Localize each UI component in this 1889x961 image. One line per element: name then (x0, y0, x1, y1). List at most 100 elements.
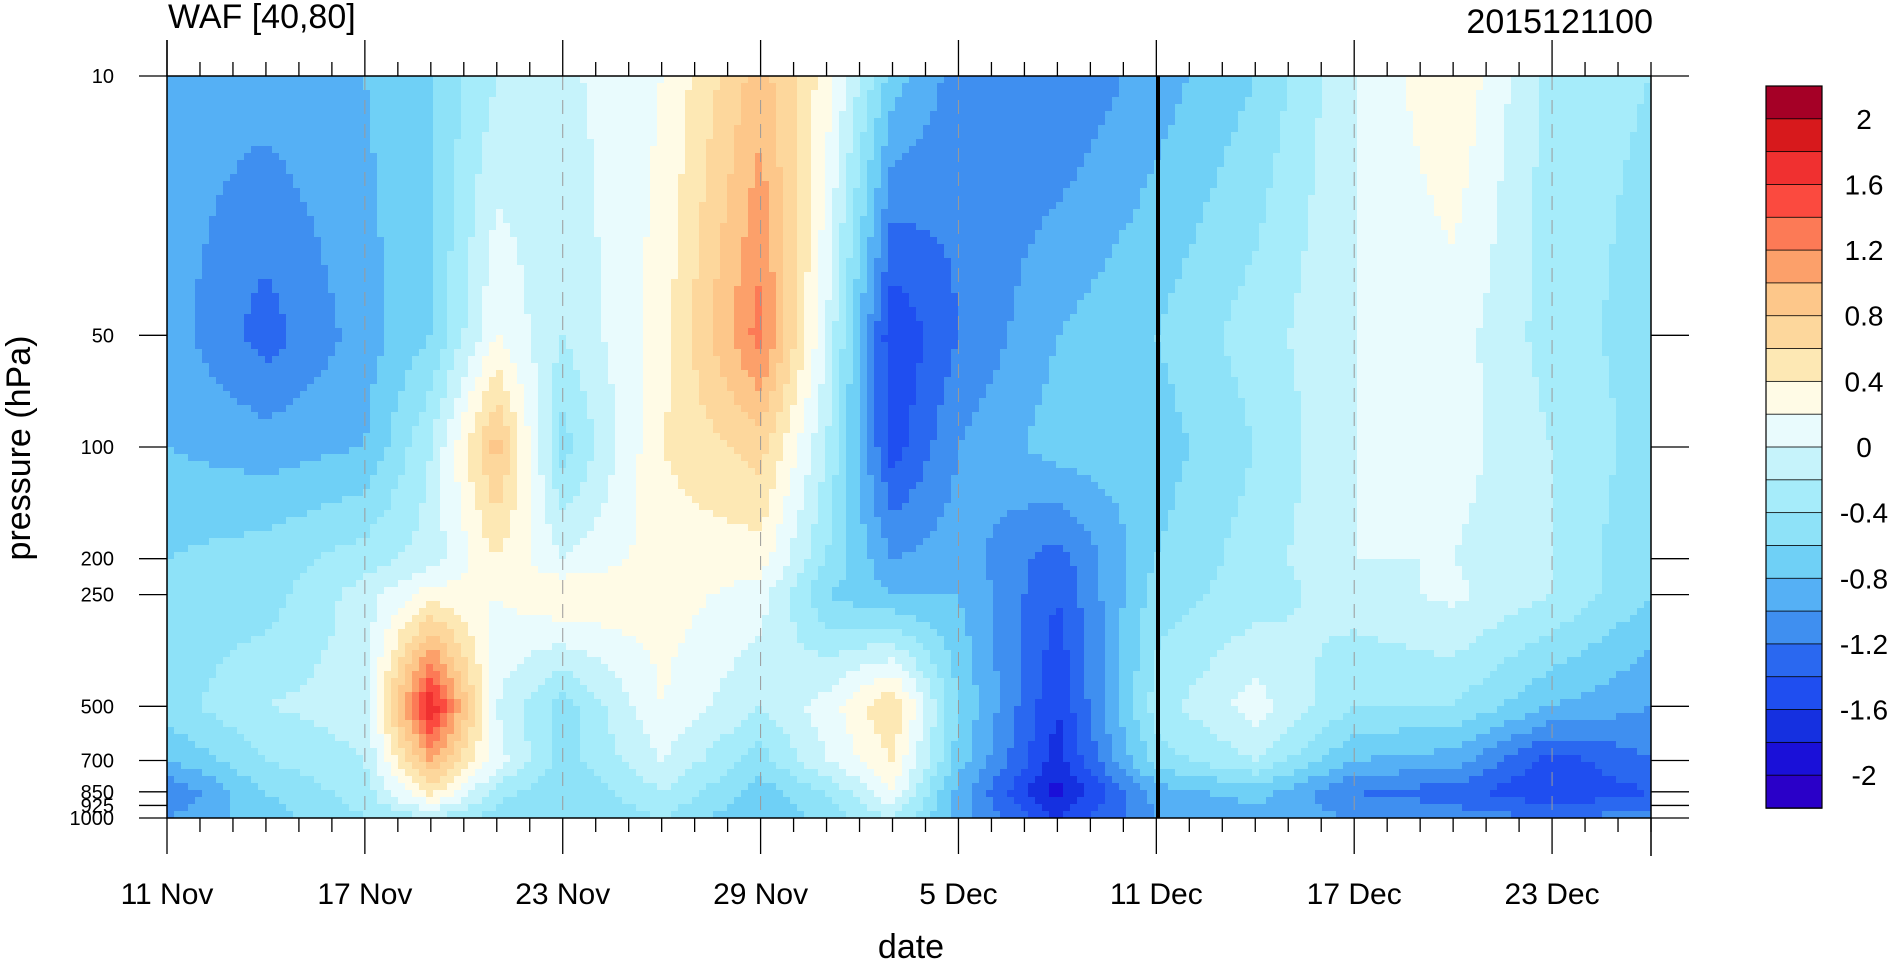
waf-cell (825, 202, 833, 210)
waf-cell (874, 307, 882, 315)
waf-cell (874, 258, 889, 266)
waf-cell (699, 790, 742, 798)
waf-cell (1070, 559, 1099, 567)
waf-cell (1637, 111, 1651, 119)
waf-cell (874, 790, 903, 798)
waf-cell (608, 727, 644, 735)
waf-cell (1462, 188, 1498, 196)
waf-cell (1406, 76, 1484, 84)
waf-cell (1154, 762, 1211, 770)
waf-cell (1504, 132, 1540, 140)
waf-cell (944, 244, 1029, 252)
waf-cell (1126, 797, 1148, 805)
waf-cell (482, 370, 497, 378)
waf-cell (293, 580, 357, 588)
waf-cell (993, 713, 1015, 721)
waf-cell (1063, 720, 1078, 728)
waf-cell (489, 419, 504, 427)
waf-cell (1021, 678, 1043, 686)
waf-cell (1217, 167, 1274, 175)
waf-cell (762, 517, 784, 525)
waf-cell (538, 426, 553, 434)
waf-cell (797, 804, 840, 812)
waf-cell (398, 713, 406, 721)
waf-cell (1504, 174, 1533, 182)
waf-cell (489, 251, 518, 259)
waf-cell (1161, 636, 1232, 644)
waf-cell (1602, 580, 1651, 588)
waf-cell (370, 111, 434, 119)
waf-cell (1070, 685, 1085, 693)
waf-cell (482, 426, 511, 434)
waf-cell (482, 706, 490, 714)
waf-cell (1245, 713, 1267, 721)
waf-cell (972, 671, 1001, 679)
waf-cell (867, 461, 882, 469)
waf-cell (601, 300, 644, 308)
waf-cell (601, 265, 644, 273)
colorbar-label: 0.4 (1845, 366, 1884, 397)
waf-cell (489, 489, 504, 497)
waf-cell (860, 370, 868, 378)
waf-cell (1462, 216, 1498, 224)
waf-cell (377, 615, 392, 623)
waf-cell (1112, 734, 1127, 742)
waf-cell (1532, 230, 1617, 238)
waf-cell (832, 188, 847, 196)
waf-cell (1154, 335, 1225, 343)
colorbar-swatch (1765, 85, 1823, 120)
waf-cell (944, 384, 987, 392)
waf-cell (650, 811, 672, 818)
waf-cell (671, 286, 693, 294)
waf-cell (503, 405, 511, 413)
waf-cell (874, 405, 889, 413)
waf-cell (1105, 706, 1120, 714)
waf-cell (363, 433, 392, 441)
waf-cell (468, 531, 483, 539)
waf-cell (405, 692, 413, 700)
waf-cell (965, 433, 1029, 441)
colorbar-swatch (1765, 118, 1823, 153)
waf-cell (167, 531, 245, 539)
waf-cell (664, 440, 728, 448)
waf-cell (1301, 447, 1358, 455)
waf-cell (720, 356, 742, 364)
waf-cell (993, 615, 1022, 623)
waf-cell (412, 699, 420, 707)
waf-cell (769, 398, 784, 406)
waf-cell (1000, 692, 1022, 700)
waf-cell (1357, 188, 1428, 196)
waf-cell (503, 370, 518, 378)
waf-cell (846, 496, 861, 504)
waf-cell (818, 293, 833, 301)
waf-cell (405, 664, 420, 672)
waf-cell (650, 167, 686, 175)
waf-cell (811, 594, 833, 602)
waf-cell (888, 755, 896, 763)
waf-cell (454, 685, 462, 693)
waf-cell (398, 482, 427, 490)
waf-cell (853, 601, 959, 609)
waf-cell (972, 741, 994, 749)
waf-cell (265, 755, 364, 763)
waf-cell (867, 174, 882, 182)
waf-cell (272, 279, 329, 287)
waf-cell (832, 272, 840, 280)
waf-cell (944, 699, 959, 707)
waf-cell (811, 265, 819, 273)
waf-cell (167, 524, 273, 532)
waf-cell (1224, 349, 1295, 357)
waf-cell (167, 76, 364, 84)
waf-cell (1532, 293, 1610, 301)
waf-cell (1014, 307, 1078, 315)
waf-cell (475, 657, 490, 665)
waf-cell (783, 300, 798, 308)
waf-cell (916, 685, 931, 693)
waf-cell (1063, 615, 1085, 623)
waf-cell (692, 615, 763, 623)
waf-cell (1602, 314, 1651, 322)
waf-cell (664, 685, 721, 693)
waf-cell (1021, 622, 1050, 630)
waf-cell (195, 797, 231, 805)
waf-cell (167, 580, 294, 588)
